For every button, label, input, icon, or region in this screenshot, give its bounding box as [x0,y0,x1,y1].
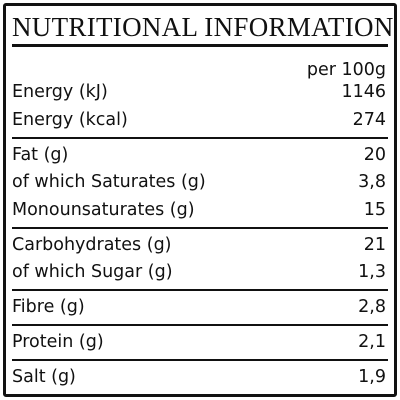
nutrient-value: 274 [352,109,386,130]
nutrient-value: 3,8 [358,172,386,192]
divider [12,136,388,139]
nutrient-value: 2,8 [358,297,386,317]
nutrient-value: 15 [363,199,386,220]
nutrient-value: 2,1 [358,332,386,352]
nutrient-label: Fibre (g) [12,297,85,317]
nutrient-value: 20 [363,144,386,165]
divider [12,324,388,326]
nutrient-label: Energy (kcal) [12,109,128,130]
column-header: per 100g [306,60,386,80]
nutrient-value: 1,9 [358,367,386,387]
nutrient-label: Protein (g) [12,332,104,352]
nutrient-label: Monounsaturates (g) [12,199,195,220]
nutrient-value: 1,3 [358,262,386,282]
nutrient-label: of which Saturates (g) [12,172,206,192]
nutrient-label: Carbohydrates (g) [12,234,172,255]
nutrient-label: Fat (g) [12,144,69,165]
nutrient-label: of which Sugar (g) [12,262,173,282]
divider [12,359,388,361]
nutrient-label: Salt (g) [12,367,76,387]
nutrient-label: Energy (kJ) [12,82,108,102]
nutrient-value: 21 [363,234,386,255]
border [3,3,397,397]
title: NUTRITIONAL INFORMATION [12,12,394,42]
divider [12,289,388,291]
divider [12,226,388,229]
title-rule [12,44,388,47]
nutrient-value: 1146 [341,82,386,102]
